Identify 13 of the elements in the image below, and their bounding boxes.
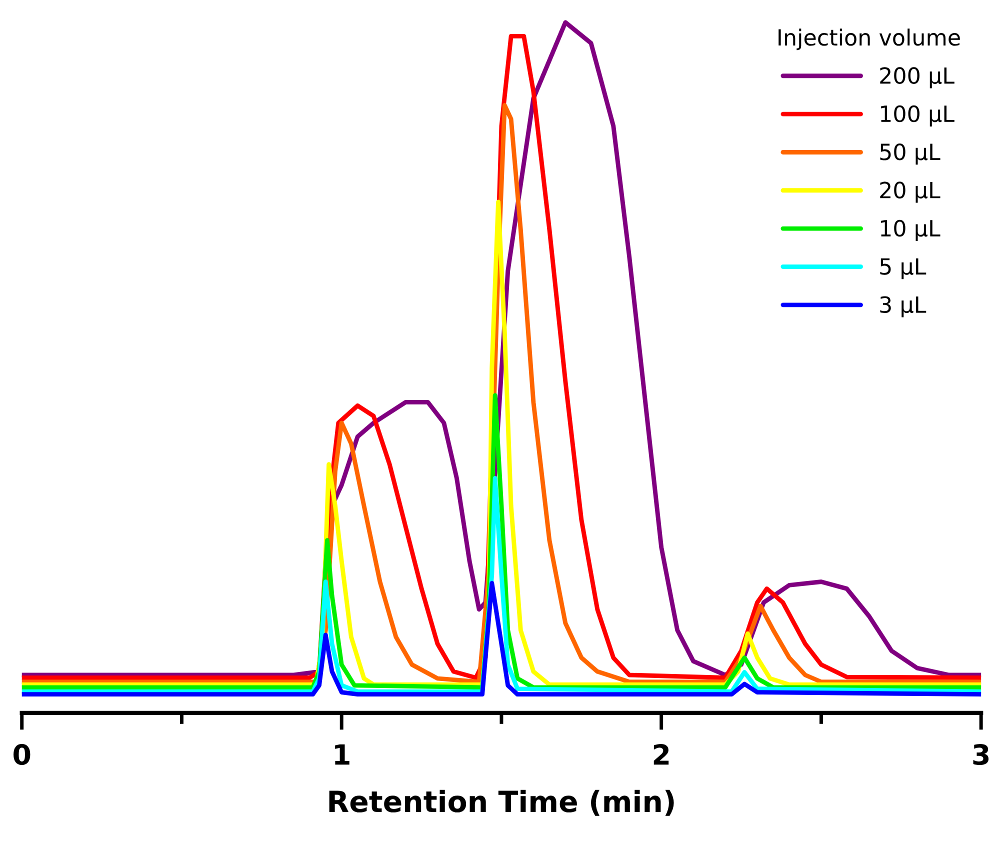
x-tick-label: 0: [14, 744, 30, 766]
legend-title: Injection volume: [778, 28, 960, 50]
legend-label: 50 µL: [880, 144, 940, 165]
x-tick-label: 2: [654, 744, 669, 765]
legend-label: 200 µL: [880, 67, 954, 88]
legend-label: 10 µL: [880, 220, 940, 241]
legend-label: 3 µL: [880, 296, 926, 318]
x-tick-label: 3: [973, 744, 989, 766]
x-tick-label: 1: [335, 744, 350, 765]
legend-label: 20 µL: [880, 182, 940, 203]
legend-label: 5 µL: [880, 258, 926, 280]
x-axis-title: Retention Time (min): [329, 790, 674, 816]
legend-label: 100 µL: [880, 105, 954, 126]
